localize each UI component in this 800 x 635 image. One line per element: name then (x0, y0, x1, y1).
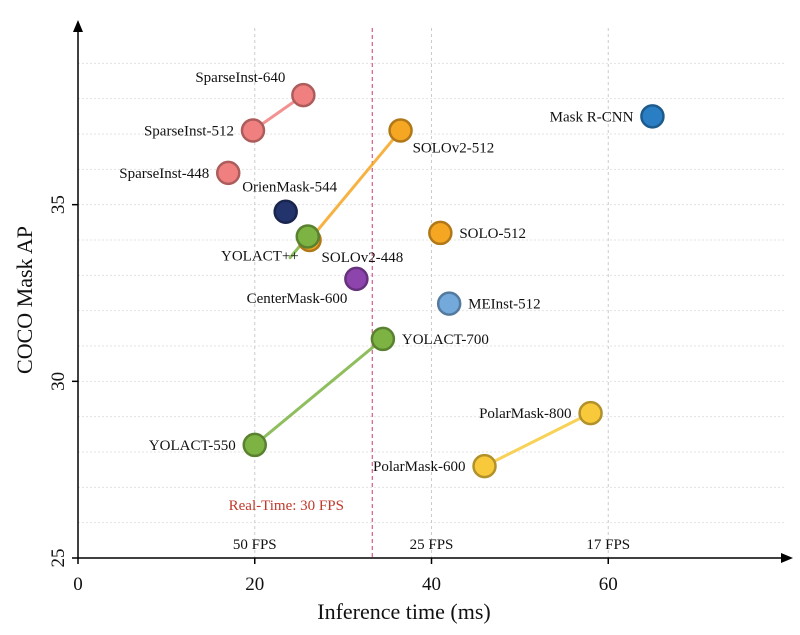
point-label: YOLACT-700 (402, 332, 489, 348)
x-tick-label: 20 (245, 574, 264, 595)
point-labels: SparseInst-640 SparseInst-512 SparseInst-4… (119, 70, 633, 475)
axes: 0 20 40 60 25 30 35 (48, 20, 793, 595)
x-tick-label: 0 (73, 574, 83, 595)
point-label: PolarMask-600 (373, 459, 466, 475)
point-yolact-700 (370, 326, 396, 352)
point-label: OrienMask-544 (242, 180, 337, 196)
point-solo-512 (428, 220, 453, 246)
series-line (308, 128, 403, 242)
point-label: PolarMask-800 (479, 406, 572, 422)
y-axis-arrow (73, 20, 83, 32)
point-yolact-550 (242, 432, 267, 458)
y-tick-label: 30 (48, 372, 69, 391)
fps-label: 50 FPS (233, 537, 277, 553)
point-sparseinst-640 (291, 82, 316, 108)
y-tick-label: 35 (48, 195, 69, 214)
reference-lines: 50 FPS 25 FPS 17 FPS Real-Time: 30 FPS (229, 28, 630, 558)
point-solov2-512 (388, 118, 413, 143)
x-axis-arrow (781, 553, 793, 563)
point-sparseinst-448 (215, 160, 241, 186)
realtime-label: Real-Time: 30 FPS (229, 498, 344, 514)
point-label: SOLOv2-448 (322, 250, 404, 266)
point-meinst-512 (436, 291, 462, 316)
x-tick-label: 40 (422, 574, 441, 595)
point-label: SOLO-512 (459, 226, 526, 242)
point-label: SOLOv2-512 (413, 140, 495, 156)
point-label: YOLACT++ (221, 248, 299, 264)
point-label: SparseInst-640 (195, 70, 285, 86)
point-polarmask-800 (578, 400, 603, 426)
point-label: CenterMask-600 (247, 291, 348, 307)
y-tick-label: 25 (48, 549, 69, 568)
point-yolact- (295, 224, 321, 249)
fps-label: 17 FPS (586, 537, 630, 553)
point-label: MEInst-512 (468, 297, 541, 313)
x-axis-label: Inference time (ms) (317, 599, 490, 624)
series-line (253, 337, 385, 447)
point-centermask-600 (344, 266, 369, 292)
point-polarmask-600 (472, 453, 497, 479)
point-mask-r-cnn (640, 104, 665, 129)
fps-label: 25 FPS (410, 537, 454, 553)
x-tick-label: 60 (599, 574, 618, 595)
data-points (215, 82, 665, 479)
point-label: Mask R-CNN (550, 109, 634, 125)
point-label: SparseInst-512 (144, 123, 234, 139)
point-orienmask-544 (273, 199, 298, 224)
y-axis-label: COCO Mask AP (12, 226, 37, 374)
point-label: SparseInst-448 (119, 166, 209, 182)
series-line (483, 411, 593, 468)
point-sparseinst-512 (240, 118, 266, 143)
point-label: YOLACT-550 (149, 438, 236, 454)
